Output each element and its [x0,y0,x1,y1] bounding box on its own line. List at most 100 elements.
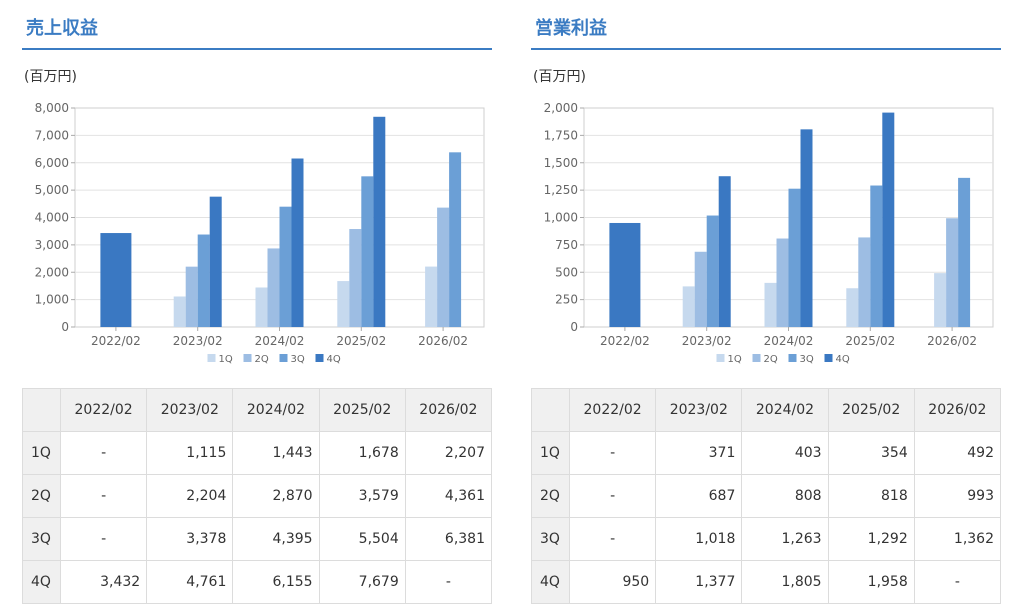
row-header: 2Q [22,474,61,518]
bar-3q [958,177,971,327]
panel-title: 営業利益 [535,18,607,39]
bar-4q [209,196,222,327]
row-header: 1Q [22,431,61,475]
bar-1q [764,282,777,327]
y-tick-label: 1,750 [544,128,578,142]
table-cell: 1,263 [741,517,829,561]
table-row: 4Q 950 1,377 1,805 1,958- [531,560,1002,604]
title-divider [531,48,1001,50]
bar-2q [437,207,450,327]
column-header: 2026/02 [913,388,1002,432]
table-row: 2Q -2,204 2,870 3,579 4,361 [22,474,493,518]
table-cell: 371 [655,431,743,475]
table-cell: 2,870 [232,474,320,518]
table-cell: 1,292 [827,517,915,561]
row-header: 2Q [531,474,570,518]
bar-3q [706,215,719,327]
table-cell: 1,958 [827,560,915,604]
bar-1q [337,281,350,327]
table-row: 3Q -3,378 4,395 5,504 6,381 [22,517,493,561]
bar-3q [361,176,374,327]
y-tick-label: 5,000 [35,183,69,197]
table-cell: 808 [741,474,829,518]
unit-label: (百万円) [533,69,586,85]
row-header: 4Q [531,560,570,604]
table-cell: 687 [655,474,743,518]
table-cell: 4,761 [146,560,234,604]
table-cell: 1,115 [146,431,234,475]
table-cell: 1,805 [741,560,829,604]
bar-3q [788,188,801,327]
table-cell: 5,504 [318,517,406,561]
table-header-row: 2022/02 2023/02 2024/02 2025/02 2026/02 [22,388,493,432]
x-tick-label: 2023/02 [682,334,732,348]
column-header: 2023/02 [146,388,234,432]
x-tick-label: 2022/02 [91,334,141,348]
table-corner-cell [22,388,61,432]
column-header: 2022/02 [59,388,148,432]
table-cell: 4,361 [404,474,493,518]
y-tick-label: 3,000 [35,238,69,252]
table-cell: 492 [913,431,1002,475]
table-row: 3Q -1,018 1,263 1,292 1,362 [531,517,1002,561]
y-tick-label: 1,000 [544,211,578,225]
legend-swatch [716,354,725,362]
bar-3q [449,152,462,327]
bar-1q [682,286,695,327]
bar-2q [946,218,959,327]
operating-profit-chart: 0 250 500 750 1,000 1,250 1,500 1,750 2,000 2022/… [544,101,994,365]
revenue-panel: 売上収益 (百万円) 0 1,000 2,000 3,000 4,000 5,000 6,0… [22,0,493,616]
bar-4q [609,222,641,327]
table-cell: 993 [913,474,1002,518]
legend-swatch [788,354,797,362]
legend-label: 4Q [327,354,341,365]
revenue-chart: 0 1,000 2,000 3,000 4,000 5,000 6,000 7,000 8,00… [35,101,485,365]
legend-label: 3Q [291,354,305,365]
y-tick-label: 500 [555,265,578,279]
column-header: 2024/02 [232,388,320,432]
table-cell: - [913,560,1002,604]
legend-label: 4Q [836,354,850,365]
bar-3q [197,234,210,327]
table-cell: - [568,431,657,475]
table-cell: 1,678 [318,431,406,475]
x-tick-label: 2025/02 [845,334,895,348]
y-tick-label: 7,000 [35,128,69,142]
bar-3q [279,206,292,327]
operating-profit-panel: 営業利益 (百万円) 0 250 500 750 1,000 1,250 1,500 1,75… [531,0,1002,616]
table-row: 4Q 3,432 4,761 6,155 7,679- [22,560,493,604]
operating-profit-table: 2022/02 2023/02 2024/02 2025/02 2026/02 1Q -3… [531,388,1002,604]
x-tick-label: 2024/02 [255,334,305,348]
row-header: 4Q [22,560,61,604]
y-tick-label: 0 [570,320,578,334]
table-cell: 6,155 [232,560,320,604]
table-cell: 1,018 [655,517,743,561]
column-header: 2025/02 [827,388,915,432]
y-tick-label: 1,500 [544,156,578,170]
bar-4q [291,158,304,327]
row-header: 3Q [22,517,61,561]
table-cell: 3,378 [146,517,234,561]
column-header: 2024/02 [741,388,829,432]
x-tick-label: 2023/02 [173,334,223,348]
column-header: 2025/02 [318,388,406,432]
bar-2q [267,248,280,327]
x-tick-label: 2026/02 [418,334,468,348]
table-cell: 950 [568,560,657,604]
y-tick-label: 250 [555,293,578,307]
table-cell: - [59,517,148,561]
row-header: 1Q [531,431,570,475]
table-cell: 2,204 [146,474,234,518]
legend-swatch [279,354,288,362]
y-tick-label: 1,000 [35,293,69,307]
table-cell: - [59,474,148,518]
bar-3q [870,185,883,327]
bar-4q [718,176,731,327]
table-cell: 6,381 [404,517,493,561]
bar-2q [185,266,198,327]
legend-swatch [207,354,216,362]
bar-1q [934,273,947,327]
table-cell: 354 [827,431,915,475]
bar-2q [858,237,871,327]
legend-label: 2Q [764,354,778,365]
